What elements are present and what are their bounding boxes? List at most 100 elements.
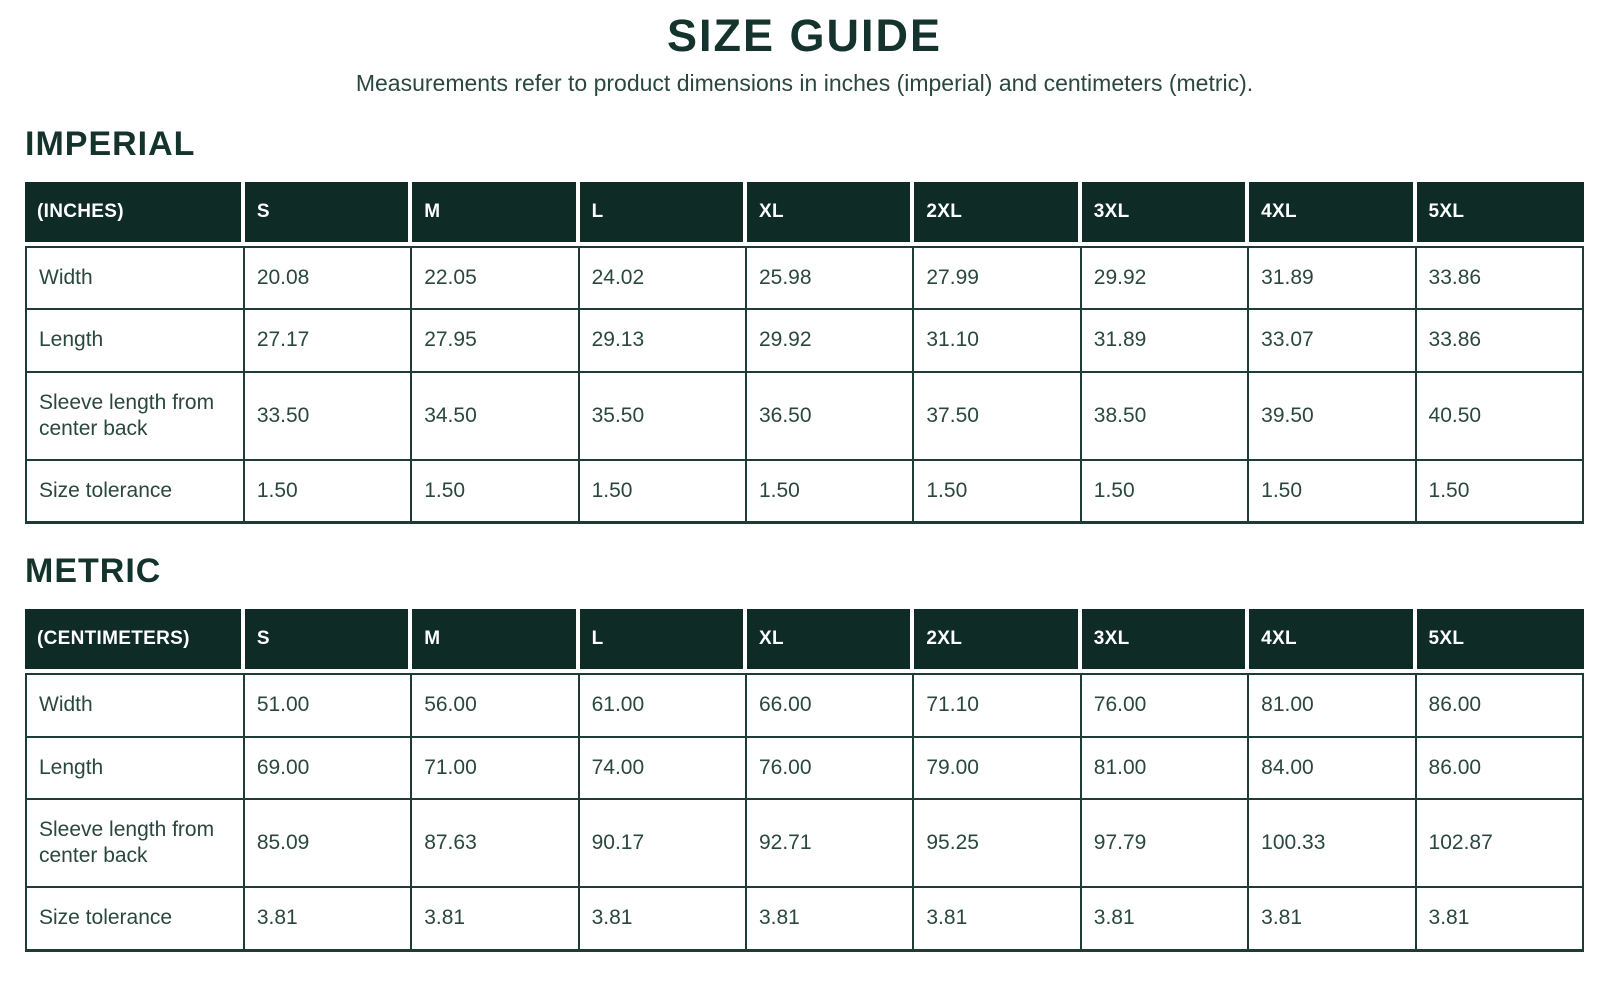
measurement-cell: 40.50 [1416,372,1584,461]
measurement-cell: 1.50 [244,461,413,525]
size-column-header: S [244,182,413,246]
size-column-header: 2XL [914,182,1082,246]
section-title-imperial: IMPERIAL [25,125,196,163]
size-column-header: 3XL [1081,182,1250,246]
size-guide-page: SIZE GUIDE Measurements refer to product… [25,10,1584,952]
table-header: (INCHES) S M L XL 2XL 3XL 4XL 5XL [25,182,1584,246]
page-title: SIZE GUIDE [666,10,943,61]
table-row: Size tolerance 1.50 1.50 1.50 1.50 1.50 1.50 1.… [25,461,1584,525]
measurement-cell: 3.81 [412,888,580,952]
row-label: Length [25,310,245,373]
measurement-cell: 24.02 [579,246,747,311]
measurement-cell: 3.81 [1081,888,1250,952]
measurement-cell: 3.81 [1249,888,1417,952]
row-label: Width [25,246,245,311]
measurement-cell: 1.50 [914,461,1082,525]
header-row: (CENTIMETERS) S M L XL 2XL 3XL 4XL 5XL [25,609,1584,674]
unit-header-cell: (INCHES) [25,182,245,246]
measurement-cell: 85.09 [244,799,413,889]
measurement-cell: 31.89 [1081,310,1250,373]
measurement-cell: 69.00 [244,737,413,800]
measurement-cell: 3.81 [1416,888,1584,952]
measurement-cell: 36.50 [746,372,915,461]
measurement-cell: 66.00 [746,673,915,738]
measurement-cell: 1.50 [579,461,747,525]
row-label: Width [25,673,245,738]
header-row: (INCHES) S M L XL 2XL 3XL 4XL 5XL [25,182,1584,246]
measurement-cell: 71.00 [412,737,580,800]
measurement-cell: 79.00 [914,737,1082,800]
section-title-metric: METRIC [25,552,162,591]
measurement-cell: 3.81 [579,888,747,952]
table-row: Sleeve length from center back 33.50 34.50… [25,372,1584,461]
measurement-cell: 3.81 [244,888,413,952]
measurement-cell: 90.17 [579,799,747,889]
measurement-cell: 38.50 [1081,372,1250,461]
measurement-cell: 56.00 [412,673,580,738]
measurement-cell: 97.79 [1081,799,1250,889]
size-table-section-metric: METRIC (CENTIMETERS) S M L XL 2XL 3XL 4XL 5XL Widt… [25,552,1584,952]
measurement-cell: 20.08 [244,246,413,311]
row-label: Size tolerance [25,888,245,952]
measurement-cell: 81.00 [1081,737,1250,800]
size-table-imperial: (INCHES) S M L XL 2XL 3XL 4XL 5XL Width 20.08 22.05… [25,182,1584,525]
measurement-cell: 31.89 [1249,246,1417,311]
table-row: Length 27.17 27.95 29.13 29.92 31.10 31.89 33.0… [25,310,1584,373]
measurement-cell: 34.50 [412,372,580,461]
measurement-cell: 86.00 [1416,737,1584,800]
measurement-cell: 31.10 [914,310,1082,373]
measurement-cell: 33.86 [1416,310,1584,373]
measurement-cell: 86.00 [1416,673,1584,738]
measurement-cell: 33.07 [1249,310,1417,373]
size-column-header: L [579,609,747,674]
measurement-cell: 92.71 [746,799,915,889]
row-label: Length [25,737,245,800]
measurement-cell: 3.81 [746,888,915,952]
size-table-section-imperial: IMPERIAL (INCHES) S M L XL 2XL 3XL 4XL 5XL Width 20… [25,125,1584,525]
size-column-header: S [244,609,413,674]
size-column-header: 5XL [1416,182,1584,246]
size-column-header: 4XL [1249,609,1417,674]
measurement-cell: 29.13 [579,310,747,373]
measurement-cell: 51.00 [244,673,413,738]
measurement-cell: 84.00 [1249,737,1417,800]
row-label: Sleeve length from center back [25,799,245,889]
measurement-cell: 22.05 [412,246,580,311]
table-row: Width 20.08 22.05 24.02 25.98 27.99 29.92 31.89… [25,246,1584,311]
measurement-cell: 27.17 [244,310,413,373]
measurement-cell: 76.00 [1081,673,1250,738]
measurement-cell: 25.98 [746,246,915,311]
measurement-cell: 81.00 [1249,673,1417,738]
page-subtitle: Measurements refer to product dimensions… [355,70,1254,96]
size-column-header: M [412,182,580,246]
size-column-header: L [579,182,747,246]
size-tables-container: IMPERIAL (INCHES) S M L XL 2XL 3XL 4XL 5XL Width 20… [25,125,1584,952]
measurement-cell: 29.92 [1081,246,1250,311]
measurement-cell: 29.92 [746,310,915,373]
row-label: Size tolerance [25,461,245,525]
measurement-cell: 87.63 [412,799,580,889]
measurement-cell: 1.50 [746,461,915,525]
table-body: Width 51.00 56.00 61.00 66.00 71.10 76.00 81.00… [25,673,1584,952]
size-column-header: XL [746,609,915,674]
measurement-cell: 3.81 [914,888,1082,952]
size-column-header: XL [746,182,915,246]
measurement-cell: 74.00 [579,737,747,800]
measurement-cell: 1.50 [412,461,580,525]
measurement-cell: 102.87 [1416,799,1584,889]
measurement-cell: 1.50 [1249,461,1417,525]
measurement-cell: 27.95 [412,310,580,373]
size-column-header: 3XL [1081,609,1250,674]
measurement-cell: 37.50 [914,372,1082,461]
size-table-metric: (CENTIMETERS) S M L XL 2XL 3XL 4XL 5XL Width 51.00… [25,609,1584,952]
table-body: Width 20.08 22.05 24.02 25.98 27.99 29.92 31.89… [25,246,1584,525]
measurement-cell: 1.50 [1416,461,1584,525]
table-row: Sleeve length from center back 85.09 87.63… [25,799,1584,889]
measurement-cell: 27.99 [914,246,1082,311]
measurement-cell: 33.50 [244,372,413,461]
measurement-cell: 61.00 [579,673,747,738]
measurement-cell: 39.50 [1249,372,1417,461]
measurement-cell: 95.25 [914,799,1082,889]
size-column-header: 2XL [914,609,1082,674]
size-column-header: 5XL [1416,609,1584,674]
